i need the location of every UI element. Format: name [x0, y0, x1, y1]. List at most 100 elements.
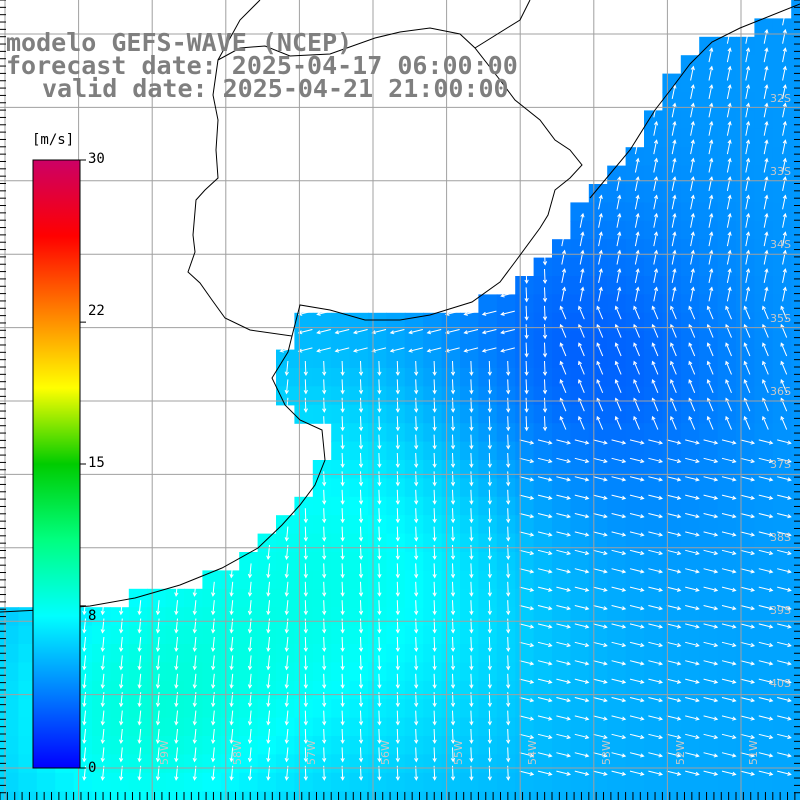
field-cell — [404, 404, 424, 424]
field-cell — [736, 220, 755, 240]
wind-arrow-head — [155, 647, 161, 653]
wind-arrow — [725, 343, 732, 357]
wind-arrow — [537, 457, 552, 463]
wind-arrow-head — [395, 629, 400, 634]
field-cell — [570, 736, 590, 755]
wind-arrow — [537, 476, 552, 481]
wind-arrow — [671, 195, 676, 210]
wind-arrow — [721, 586, 736, 591]
field-cell — [331, 699, 351, 719]
wind-arrow — [745, 177, 750, 191]
wind-arrow-head — [566, 753, 572, 758]
wind-arrow-head — [358, 610, 364, 616]
wind-arrow — [175, 655, 178, 670]
field-cell — [662, 349, 682, 369]
wind-arrow-head — [584, 642, 590, 648]
field-cell — [772, 570, 792, 590]
wind-arrow — [745, 195, 750, 210]
wind-arrow — [688, 306, 696, 320]
wind-arrow-head — [322, 647, 327, 653]
wind-arrow-head — [617, 268, 622, 273]
field-cell — [460, 331, 479, 351]
wind-arrow-head — [695, 532, 700, 537]
colorbar-tick-8: 8 — [88, 608, 97, 624]
wind-arrow — [519, 513, 534, 518]
wind-arrow-head — [658, 698, 664, 703]
wind-arrow — [593, 476, 607, 481]
wind-arrow-head — [706, 360, 711, 366]
wind-arrow — [445, 310, 460, 315]
wind-arrow — [544, 360, 546, 376]
wind-arrow — [762, 306, 769, 320]
wind-arrow-head — [621, 477, 627, 482]
field-cell — [662, 717, 682, 737]
wind-arrow-head — [709, 231, 714, 236]
field-cell — [404, 533, 424, 553]
field-cell — [349, 423, 369, 443]
wind-arrow — [633, 324, 640, 338]
wind-arrow-head — [695, 606, 700, 611]
wind-arrow-head — [322, 500, 327, 505]
field-cell — [533, 644, 553, 663]
field-cell — [680, 257, 700, 277]
wind-arrow — [763, 103, 768, 118]
field-cell — [110, 736, 130, 755]
field-cell — [625, 202, 645, 222]
wind-arrow-head — [100, 776, 105, 781]
wind-arrow — [194, 728, 197, 744]
wind-arrow — [519, 660, 534, 665]
wind-arrow-head — [750, 514, 756, 519]
wind-arrow — [634, 287, 639, 302]
wind-arrow — [341, 673, 344, 688]
field-cell — [607, 533, 627, 553]
field-cell — [644, 404, 663, 424]
wind-arrow — [685, 549, 699, 555]
field-cell — [588, 552, 608, 571]
wind-arrow — [323, 379, 325, 394]
field-cell — [791, 165, 800, 185]
field-cell — [460, 607, 479, 627]
wind-arrow-head — [787, 624, 792, 629]
wind-arrow-head — [780, 323, 785, 329]
field-cell — [570, 791, 590, 800]
wind-arrow-head — [469, 665, 474, 671]
wind-arrow-head — [713, 440, 719, 445]
wind-arrow — [415, 452, 417, 468]
wind-arrow — [763, 29, 768, 44]
field-cell — [607, 257, 627, 277]
wind-arrow — [120, 600, 123, 615]
wind-arrow-head — [709, 249, 714, 255]
field-cell — [736, 147, 755, 167]
field-cell — [128, 644, 148, 663]
wind-arrow — [598, 269, 602, 283]
field-cell — [478, 331, 498, 351]
field-cell — [331, 478, 351, 498]
wind-arrow-head — [732, 550, 737, 556]
wind-arrow-head — [340, 481, 345, 487]
wind-arrow — [634, 140, 639, 155]
wind-arrow — [763, 85, 768, 99]
wind-arrow — [726, 287, 731, 302]
field-cell — [588, 386, 608, 406]
wind-arrow — [102, 747, 105, 762]
field-cell — [552, 588, 571, 608]
wind-arrow — [633, 361, 640, 375]
field-cell — [570, 699, 590, 719]
wind-arrow-head — [247, 665, 253, 671]
field-cell — [570, 772, 590, 792]
field-cell — [717, 36, 737, 56]
field-cell — [404, 607, 424, 627]
wind-arrow — [537, 439, 552, 444]
field-cell — [220, 607, 240, 627]
wind-arrow-head — [377, 592, 382, 597]
wind-arrow — [341, 655, 344, 670]
wind-arrow — [507, 526, 509, 541]
wind-arrow — [519, 568, 534, 573]
wind-arrow — [433, 434, 436, 449]
field-cell — [662, 386, 682, 406]
field-cell — [92, 662, 111, 682]
wind-arrow — [708, 66, 713, 81]
wind-arrow-head — [284, 702, 289, 708]
wind-arrow-head — [529, 477, 535, 482]
wind-arrow-head — [750, 661, 756, 666]
